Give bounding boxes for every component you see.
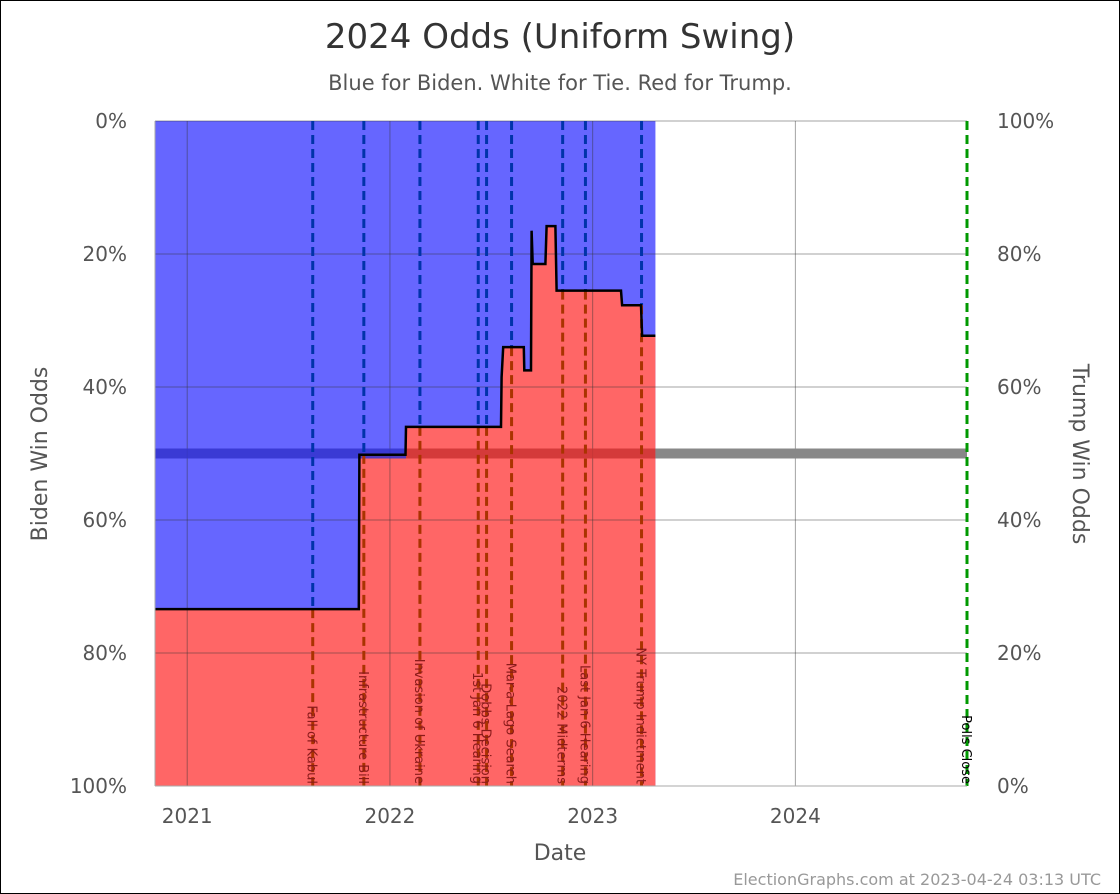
y-tick-label-right: 80% [997, 242, 1041, 266]
event-label: Dobbs Decision [478, 683, 493, 784]
event-label: 2022 Midterms [554, 686, 569, 784]
x-tick-label: 2022 [364, 804, 415, 828]
y-tick-label-left: 80% [83, 641, 127, 665]
x-tick-label: 2023 [567, 804, 618, 828]
chart-title: 2024 Odds (Uniform Swing) [325, 17, 795, 57]
polls-close-label: Polls Close [958, 715, 973, 784]
left-axis-title: Biden Win Odds [28, 367, 53, 542]
plot-area: Fall of Kabul Infrastructure Bill Invasion… [70, 109, 1054, 828]
y-tick-label-right: 20% [997, 641, 1041, 665]
odds-line [155, 224, 656, 611]
event-label: Last Jan 6 Hearing [576, 665, 591, 784]
y-tick-label-left: 20% [83, 242, 127, 266]
y-tick-label-right: 100% [997, 109, 1054, 133]
right-axis-title: Trump Win Odds [1067, 363, 1092, 545]
event-label: Fall of Kabul [304, 705, 319, 784]
x-axis-title: Date [534, 841, 587, 866]
trump-area [155, 226, 656, 787]
event-label: 1st Jan 6 Hearing [469, 672, 484, 784]
y-tick-label-left: 40% [83, 375, 127, 399]
x-tick-label: 2024 [770, 804, 821, 828]
x-tick-label: 2021 [162, 804, 213, 828]
chart-subtitle: Blue for Biden. White for Tie. Red for T… [328, 71, 792, 95]
y-tick-label-right: 0% [997, 774, 1029, 798]
event-label: Mar-a-Lago Search [503, 663, 518, 784]
y-tick-label-left: 100% [70, 774, 127, 798]
y-tick-label-right: 40% [997, 508, 1041, 532]
y-tick-label-left: 60% [83, 508, 127, 532]
y-tick-label-left: 0% [95, 109, 127, 133]
event-label: NY Trump Indictment [633, 647, 648, 784]
y-tick-label-right: 60% [997, 375, 1041, 399]
event-label: Invasion of Ukraine [411, 659, 426, 784]
event-label: Infrastructure Bill [355, 671, 370, 784]
footer-credit: ElectionGraphs.com at 2023-04-24 03:13 U… [733, 870, 1101, 889]
